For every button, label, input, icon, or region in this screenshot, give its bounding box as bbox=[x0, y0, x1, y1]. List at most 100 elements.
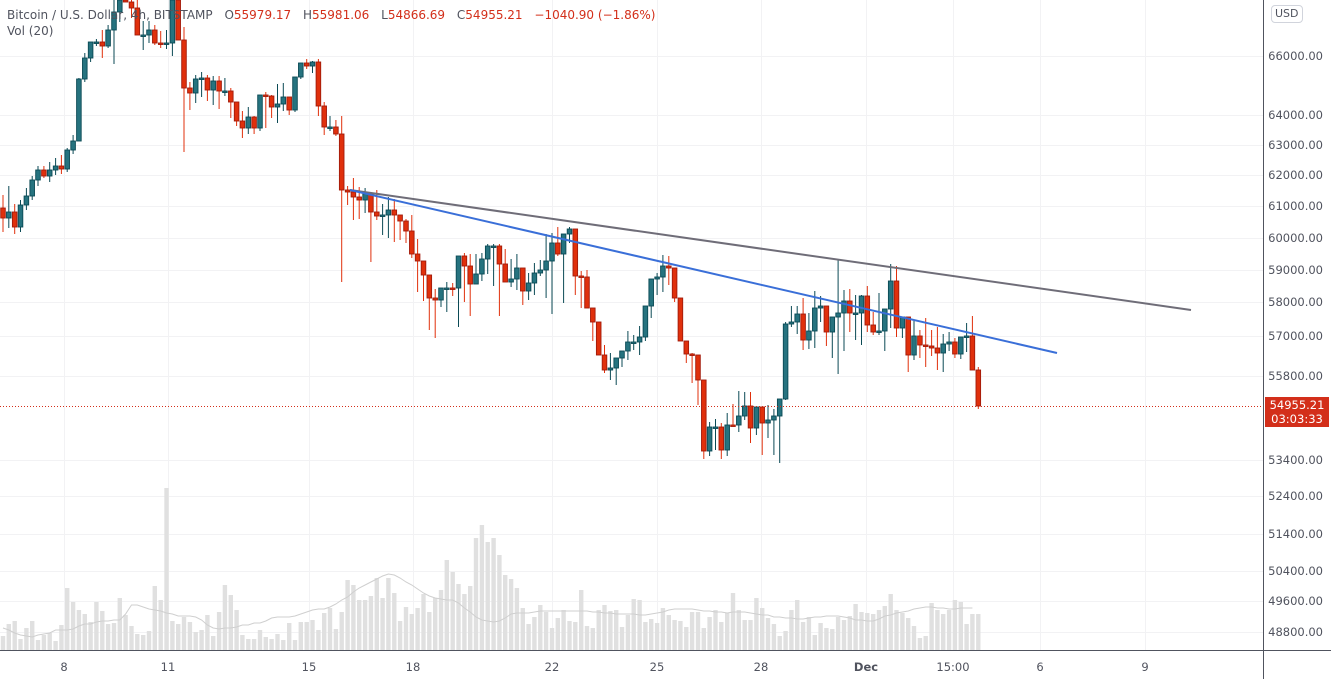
candle-up bbox=[829, 316, 836, 333]
volume-bar bbox=[141, 635, 146, 650]
candle-up bbox=[958, 336, 964, 355]
candle-up bbox=[642, 305, 649, 338]
volume-bar bbox=[654, 623, 660, 650]
volume-bar bbox=[812, 635, 817, 650]
candle-up bbox=[537, 269, 544, 274]
volume-bar bbox=[660, 608, 666, 650]
time-tick-label: 6 bbox=[1036, 660, 1044, 674]
volume-bar bbox=[187, 622, 193, 650]
volume-bar bbox=[596, 610, 601, 650]
volume-bar bbox=[853, 604, 858, 650]
volume-bar bbox=[555, 618, 560, 650]
price-tick-label: 66000.00 bbox=[1268, 49, 1323, 63]
candle-down bbox=[870, 324, 876, 333]
price-tick-label: 60000.00 bbox=[1268, 231, 1323, 245]
volume-bar bbox=[666, 615, 671, 650]
symbol-title[interactable]: Bitcoin / U.S. Dollar, 4h, BITSTAMP bbox=[7, 8, 213, 22]
candle-up bbox=[858, 295, 865, 314]
candlestick-chart[interactable] bbox=[0, 0, 1263, 650]
candle-down bbox=[584, 276, 590, 309]
volume-bar bbox=[882, 606, 887, 650]
volume-bar bbox=[12, 621, 17, 650]
candle-down bbox=[917, 335, 923, 346]
volume-moving-average bbox=[2, 573, 973, 638]
volume-bar bbox=[53, 641, 58, 650]
volume-bar bbox=[917, 638, 923, 650]
volume-bar bbox=[193, 632, 198, 650]
gray-trendline[interactable] bbox=[349, 189, 1192, 311]
volume-bars bbox=[0, 488, 981, 650]
volume-bar bbox=[403, 607, 409, 650]
volume-bar bbox=[292, 640, 298, 650]
candle-up bbox=[765, 419, 771, 424]
volume-bar bbox=[497, 555, 502, 650]
candle-up bbox=[566, 228, 573, 235]
candle-down bbox=[356, 196, 362, 201]
candle-up bbox=[298, 62, 304, 78]
volume-bar bbox=[386, 578, 391, 650]
candle-down bbox=[467, 265, 473, 285]
volume-bar bbox=[222, 585, 228, 650]
candle-up bbox=[712, 426, 719, 429]
candle-up bbox=[385, 209, 392, 216]
time-tick-label: 22 bbox=[544, 660, 560, 674]
candle-down bbox=[338, 133, 345, 191]
volume-bar bbox=[59, 625, 64, 650]
price-tick-label: 64000.00 bbox=[1268, 108, 1323, 122]
candle-down bbox=[502, 263, 508, 283]
candle-up bbox=[438, 287, 444, 301]
candle-down bbox=[677, 297, 684, 342]
time-axis[interactable]: 8 11 15 18 22 25 28 Dec 15:00 6 9 bbox=[0, 650, 1263, 679]
price-tick-label: 49600.00 bbox=[1268, 594, 1323, 608]
volume-bar bbox=[713, 610, 718, 650]
volume-bar bbox=[549, 628, 555, 650]
candle-up bbox=[812, 307, 818, 332]
candle-down bbox=[905, 316, 911, 356]
candle-up bbox=[455, 255, 462, 289]
volume-bar bbox=[765, 618, 771, 650]
candle-down bbox=[800, 313, 806, 341]
volume-bar bbox=[287, 623, 292, 650]
candle-up bbox=[210, 80, 216, 91]
volume-bar bbox=[730, 593, 736, 650]
time-tick-label: Dec bbox=[853, 660, 879, 674]
candle-up bbox=[648, 278, 654, 307]
volume-bar bbox=[427, 612, 432, 650]
volume-bar bbox=[543, 612, 549, 650]
volume-bar bbox=[117, 598, 122, 650]
volume-bar bbox=[24, 628, 29, 650]
candle-up bbox=[479, 258, 485, 275]
candle-up bbox=[636, 336, 643, 343]
currency-badge[interactable]: USD bbox=[1271, 5, 1303, 23]
volume-bar bbox=[859, 612, 864, 650]
volume-bar bbox=[111, 623, 117, 650]
candle-down bbox=[695, 354, 701, 381]
volume-bar bbox=[310, 620, 315, 650]
volume-bar bbox=[409, 614, 414, 650]
trendlines[interactable] bbox=[349, 189, 1192, 354]
volume-bar bbox=[514, 588, 520, 650]
candle-up bbox=[6, 211, 12, 219]
volume-bar bbox=[561, 610, 566, 650]
candle-down bbox=[449, 287, 456, 290]
candle-up bbox=[794, 313, 800, 323]
volume-bar bbox=[88, 622, 93, 650]
volume-bar bbox=[351, 585, 356, 650]
volume-bar bbox=[129, 626, 134, 650]
candle-up bbox=[543, 260, 549, 271]
open-label: O bbox=[224, 8, 234, 22]
candle-down bbox=[286, 96, 292, 111]
volume-bar bbox=[339, 612, 344, 650]
blue-trendline[interactable] bbox=[349, 189, 1058, 354]
candle-up bbox=[940, 343, 946, 354]
candle-up bbox=[660, 265, 666, 278]
volume-bar bbox=[322, 613, 327, 650]
candle-up bbox=[169, 0, 176, 44]
chart-pane[interactable]: Bitcoin / U.S. Dollar, 4h, BITSTAMP O559… bbox=[0, 0, 1263, 650]
volume-bar bbox=[911, 626, 917, 650]
price-axis[interactable]: 66000.00 64000.00 63000.00 62000.00 61000.00… bbox=[1263, 0, 1331, 650]
candle-down bbox=[397, 214, 403, 222]
volume-bar bbox=[689, 612, 695, 650]
candle-down bbox=[239, 120, 246, 129]
volume-indicator-label[interactable]: Vol (20) bbox=[7, 24, 54, 38]
